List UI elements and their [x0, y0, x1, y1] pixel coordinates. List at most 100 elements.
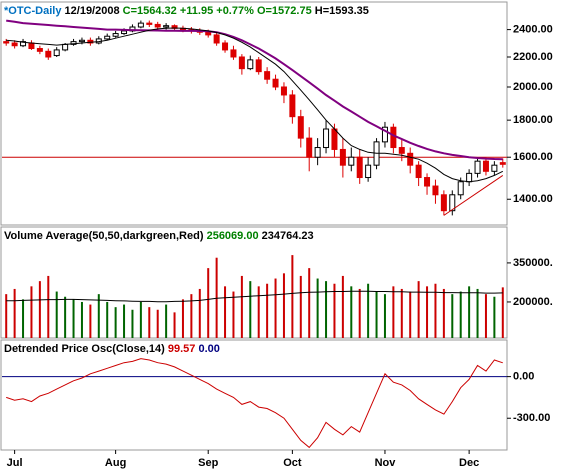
x-tick-label: Oct	[283, 457, 302, 469]
volume-bar	[249, 281, 252, 338]
volume-bar	[80, 301, 83, 338]
candle-body	[331, 128, 338, 150]
y-tick-label: 1400.00	[513, 193, 553, 205]
volume-bar	[5, 294, 8, 338]
candle-body	[306, 137, 313, 158]
candle-body	[121, 30, 128, 35]
candle-body	[213, 34, 220, 44]
candle-body	[45, 50, 52, 58]
candle-body	[264, 71, 271, 80]
header-item: Volume Average(50,50,darkgreen,Red)	[4, 230, 204, 242]
candle-body	[482, 160, 489, 172]
candle-body	[238, 56, 245, 70]
volume-bar	[64, 296, 67, 338]
candle-body	[137, 22, 144, 28]
moving-average	[6, 19, 503, 161]
x-tick-label: Jul	[7, 457, 23, 469]
volume-bar	[367, 283, 370, 338]
volume-bar	[392, 286, 395, 338]
volume-bar	[38, 281, 41, 338]
candle-body	[78, 39, 85, 43]
y-tick-label: -300.00	[513, 412, 550, 424]
y-tick-label: 2200.00	[513, 51, 553, 63]
y-tick-label: 2000.00	[513, 81, 553, 93]
candle-body	[356, 156, 363, 179]
volume-bar	[156, 309, 159, 338]
volume-bar	[299, 275, 302, 338]
trendline	[443, 175, 504, 216]
x-tick-label: Nov	[375, 457, 397, 469]
candle-body	[440, 194, 447, 212]
candle-body	[348, 156, 355, 166]
candle-body	[247, 59, 254, 70]
candle-body	[297, 116, 304, 139]
candle-body	[474, 160, 481, 174]
y-tick-label: 0.00	[513, 371, 534, 383]
volume-bar	[426, 286, 429, 338]
candle-body	[424, 177, 431, 187]
volume-bar	[13, 288, 16, 338]
candle-body	[255, 59, 262, 73]
volume-bar	[47, 275, 50, 338]
panel-header: Detrended Price Osc(Close,14) 99.57 0.00	[4, 343, 220, 355]
candle-body	[11, 42, 18, 47]
candle-body	[289, 94, 296, 118]
volume-bar	[325, 281, 328, 338]
y-tick-label: 1600.00	[513, 151, 553, 163]
volume-bar	[173, 312, 176, 338]
moving-average	[6, 290, 503, 303]
candle-body	[222, 42, 229, 51]
volume-bar	[190, 294, 193, 338]
header-item: +0.77%	[216, 5, 254, 17]
header-item: C=1564.32	[123, 5, 177, 17]
volume-bar	[383, 294, 386, 338]
header-item: Detrended Price Osc(Close,14)	[4, 343, 165, 355]
volume-bar	[207, 268, 210, 338]
volume-bar	[139, 301, 142, 338]
y-tick-label: 350000.	[513, 257, 553, 269]
candle-body	[499, 162, 506, 165]
volume-bar	[257, 286, 260, 338]
candle-body	[28, 42, 35, 50]
candle-body	[407, 152, 414, 166]
candle-body	[154, 23, 161, 28]
volume-bar	[291, 255, 294, 338]
candle-body	[146, 22, 153, 25]
volume-bar	[274, 278, 277, 338]
volume-bar	[131, 309, 134, 338]
candle-body	[449, 194, 456, 212]
volume-bar	[316, 278, 319, 338]
x-tick-label: Sep	[198, 457, 218, 469]
moving-average	[6, 27, 504, 183]
candle-body	[280, 86, 287, 96]
volume-bar	[165, 304, 168, 338]
header-item: 256069.00	[207, 230, 259, 242]
volume-bar	[97, 294, 100, 338]
volume-bar	[501, 287, 504, 338]
header-item: H=1593.35	[315, 5, 369, 17]
x-tick-label: Dec	[459, 457, 479, 469]
volume-bar	[484, 294, 487, 338]
candle-body	[381, 126, 388, 143]
x-tick-label: Aug	[105, 457, 126, 469]
volume-bar	[434, 283, 437, 338]
y-tick-label: 2400.00	[513, 24, 553, 36]
volume-bar	[55, 291, 58, 338]
volume-bar	[89, 304, 92, 338]
header-item: 0.00	[198, 343, 219, 355]
volume-bar	[114, 307, 117, 338]
volume-bar	[442, 288, 445, 338]
volume-bar	[409, 291, 412, 338]
candle-body	[36, 48, 43, 52]
volume-bar	[240, 275, 243, 338]
volume-bar	[417, 281, 420, 338]
candle-body	[398, 147, 405, 154]
candle-body	[415, 164, 422, 179]
volume-bar	[148, 307, 151, 338]
candle-body	[112, 33, 119, 37]
candle-body	[272, 78, 279, 88]
volume-bar	[350, 286, 353, 338]
candle-body	[314, 147, 321, 158]
volume-bar	[451, 294, 454, 338]
